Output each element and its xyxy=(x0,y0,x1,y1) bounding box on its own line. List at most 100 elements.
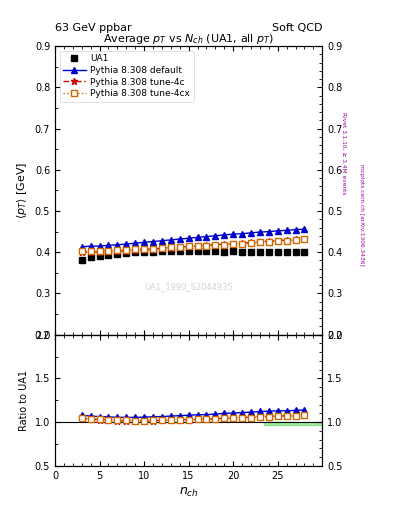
Pythia 8.308 tune-4cx xyxy=(124,247,129,253)
Pythia 8.308 tune-4c xyxy=(213,242,218,248)
Pythia 8.308 tune-4c xyxy=(79,249,84,255)
Pythia 8.308 tune-4c xyxy=(133,247,138,253)
Pythia 8.308 tune-4c xyxy=(302,236,307,242)
Pythia 8.308 tune-4cx xyxy=(231,241,235,247)
Pythia 8.308 tune-4cx xyxy=(88,248,93,254)
Pythia 8.308 default xyxy=(142,239,147,245)
Pythia 8.308 default xyxy=(231,231,235,237)
Pythia 8.308 tune-4c xyxy=(204,242,209,248)
UA1 xyxy=(115,251,120,257)
Pythia 8.308 tune-4cx xyxy=(266,239,271,245)
Pythia 8.308 tune-4cx xyxy=(275,238,280,244)
Pythia 8.308 default xyxy=(249,230,253,236)
Pythia 8.308 tune-4c xyxy=(142,246,147,252)
UA1 xyxy=(195,248,200,254)
Pythia 8.308 tune-4cx xyxy=(195,243,200,249)
UA1 xyxy=(106,252,111,258)
X-axis label: $n_{ch}$: $n_{ch}$ xyxy=(179,486,198,499)
Pythia 8.308 tune-4c xyxy=(257,239,262,245)
UA1 xyxy=(213,248,218,254)
Pythia 8.308 default xyxy=(302,226,307,232)
Y-axis label: $\langle p_T \rangle$ [GeV]: $\langle p_T \rangle$ [GeV] xyxy=(15,162,29,219)
Text: 63 GeV ppbar: 63 GeV ppbar xyxy=(55,23,132,33)
UA1 xyxy=(240,249,244,255)
UA1 xyxy=(222,249,227,255)
UA1 xyxy=(231,248,235,254)
Pythia 8.308 tune-4cx xyxy=(160,245,164,251)
UA1 xyxy=(249,249,253,255)
Pythia 8.308 tune-4cx xyxy=(169,244,173,250)
UA1 xyxy=(302,249,307,255)
UA1 xyxy=(275,249,280,255)
Pythia 8.308 tune-4c xyxy=(249,239,253,245)
Pythia 8.308 tune-4cx xyxy=(302,236,307,242)
Text: Soft QCD: Soft QCD xyxy=(272,23,322,33)
UA1 xyxy=(186,248,191,254)
Pythia 8.308 tune-4cx xyxy=(213,242,218,248)
Pythia 8.308 default xyxy=(169,237,173,243)
Pythia 8.308 default xyxy=(151,239,155,245)
Pythia 8.308 tune-4cx xyxy=(115,247,120,253)
Pythia 8.308 tune-4cx xyxy=(177,244,182,250)
Pythia 8.308 tune-4cx xyxy=(186,243,191,249)
Pythia 8.308 tune-4cx xyxy=(133,246,138,252)
Pythia 8.308 default xyxy=(284,227,289,233)
Pythia 8.308 tune-4c xyxy=(186,243,191,249)
Pythia 8.308 tune-4c xyxy=(169,245,173,251)
Text: Rivet 3.1.10, ≥ 3.4M events: Rivet 3.1.10, ≥ 3.4M events xyxy=(342,112,346,195)
Pythia 8.308 tune-4cx xyxy=(142,246,147,252)
Pythia 8.308 default xyxy=(240,230,244,237)
Pythia 8.308 default xyxy=(195,234,200,241)
UA1 xyxy=(257,249,262,255)
UA1 xyxy=(160,248,164,254)
Pythia 8.308 default xyxy=(177,236,182,242)
UA1 xyxy=(97,253,102,260)
Pythia 8.308 default xyxy=(88,243,93,249)
UA1 xyxy=(79,257,84,263)
Pythia 8.308 tune-4c xyxy=(240,240,244,246)
Pythia 8.308 tune-4c xyxy=(115,248,120,254)
Line: Pythia 8.308 tune-4c: Pythia 8.308 tune-4c xyxy=(78,236,308,255)
Pythia 8.308 default xyxy=(160,238,164,244)
Pythia 8.308 default xyxy=(275,228,280,234)
UA1 xyxy=(177,248,182,254)
Pythia 8.308 default xyxy=(97,243,102,249)
Pythia 8.308 tune-4cx xyxy=(97,248,102,254)
UA1 xyxy=(133,249,138,255)
Pythia 8.308 default xyxy=(106,242,111,248)
Pythia 8.308 tune-4cx xyxy=(79,248,84,254)
Pythia 8.308 tune-4cx xyxy=(249,240,253,246)
UA1 xyxy=(266,249,271,255)
Line: UA1: UA1 xyxy=(79,248,307,263)
Pythia 8.308 tune-4cx xyxy=(257,239,262,245)
Pythia 8.308 tune-4c xyxy=(88,249,93,255)
Text: mcplots.cern.ch [arXiv:1306.3436]: mcplots.cern.ch [arXiv:1306.3436] xyxy=(359,164,364,266)
Pythia 8.308 tune-4c xyxy=(222,241,227,247)
Pythia 8.308 tune-4c xyxy=(284,237,289,243)
Pythia 8.308 tune-4cx xyxy=(293,237,298,243)
Pythia 8.308 default xyxy=(266,228,271,234)
UA1 xyxy=(293,249,298,255)
Pythia 8.308 default xyxy=(124,241,129,247)
UA1 xyxy=(284,249,289,255)
Pythia 8.308 tune-4c xyxy=(266,238,271,244)
Pythia 8.308 tune-4cx xyxy=(240,241,244,247)
Y-axis label: Ratio to UA1: Ratio to UA1 xyxy=(19,370,29,431)
Pythia 8.308 tune-4c xyxy=(293,237,298,243)
Pythia 8.308 default xyxy=(204,233,209,240)
Line: Pythia 8.308 default: Pythia 8.308 default xyxy=(79,226,307,250)
UA1 xyxy=(151,249,155,255)
Line: Pythia 8.308 tune-4cx: Pythia 8.308 tune-4cx xyxy=(79,236,307,254)
Pythia 8.308 tune-4c xyxy=(124,247,129,253)
Pythia 8.308 tune-4c xyxy=(177,244,182,250)
Pythia 8.308 tune-4c xyxy=(151,246,155,252)
Pythia 8.308 default xyxy=(293,226,298,232)
Pythia 8.308 tune-4cx xyxy=(204,243,209,249)
Pythia 8.308 default xyxy=(133,240,138,246)
UA1 xyxy=(124,250,129,256)
Pythia 8.308 default xyxy=(213,232,218,239)
Pythia 8.308 tune-4c xyxy=(195,243,200,249)
UA1 xyxy=(88,254,93,260)
UA1 xyxy=(142,249,147,255)
Pythia 8.308 tune-4c xyxy=(160,245,164,251)
